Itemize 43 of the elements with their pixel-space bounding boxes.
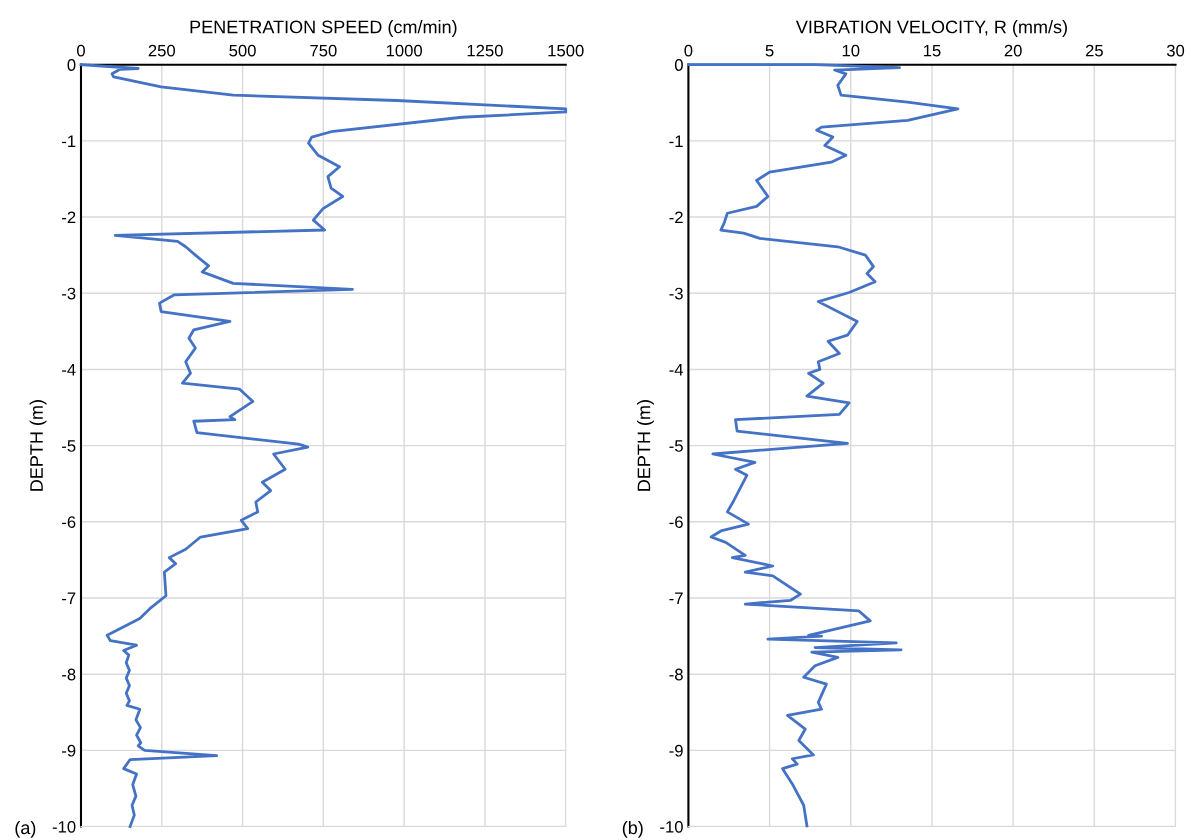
x-tick-label: 30: [1166, 44, 1185, 57]
text: (a): [15, 820, 36, 838]
y-axis-title: DEPTH (m): [29, 400, 47, 491]
x-tick-label: 1000: [386, 44, 423, 57]
y-tick-label: -10: [660, 820, 683, 833]
x-tick-label: 25: [1085, 44, 1103, 57]
y-tick-label: -5: [669, 440, 683, 452]
y-tick-label: -1: [62, 135, 76, 147]
x-tick-label: 1250: [467, 44, 503, 57]
x-tick-label: 0: [77, 44, 85, 57]
x-tick-label: 250: [148, 44, 176, 57]
x-tick-label: 10: [842, 44, 860, 57]
y-tick-label: -3: [669, 287, 683, 300]
y-tick-label: -9: [62, 744, 76, 757]
y-tick-label: -3: [62, 287, 76, 300]
line-series: [79, 63, 568, 828]
x-tick-label: 5: [765, 44, 774, 57]
x-tick-label: 15: [923, 44, 941, 57]
y-tick-label: -5: [62, 440, 76, 452]
y-tick-label: -8: [669, 668, 683, 681]
x-tick-label: 500: [229, 44, 256, 57]
y-tick-label: -2: [62, 211, 76, 224]
x-axis-title: PENETRATION SPEED (cm/min): [190, 20, 457, 37]
y-tick-label: -8: [62, 668, 76, 681]
y-tick-label: -2: [669, 211, 683, 224]
y-tick-label: -7: [62, 592, 76, 605]
text: (b): [622, 820, 643, 838]
y-tick-label: -6: [669, 516, 683, 529]
y-tick-label: -1: [669, 135, 683, 147]
y-tick-label: -4: [669, 364, 684, 376]
x-tick-label: 20: [1004, 44, 1022, 57]
y-tick-label: -7: [669, 592, 683, 605]
y-tick-label: 0: [674, 59, 683, 71]
y-tick-label: -4: [62, 364, 76, 376]
x-tick-label: 750: [310, 44, 337, 57]
y-axis-title: DEPTH (m): [637, 400, 654, 491]
y-tick-label: -9: [669, 744, 683, 757]
y-tick-label: -10: [52, 820, 76, 833]
x-axis-title: VIBRATION VELOCITY, R (mm/s): [795, 20, 1067, 37]
y-tick-label: -6: [62, 516, 76, 529]
x-tick-label: 0: [684, 44, 693, 57]
y-tick-label: 0: [67, 59, 76, 71]
x-tick-label: 1500: [548, 44, 584, 57]
